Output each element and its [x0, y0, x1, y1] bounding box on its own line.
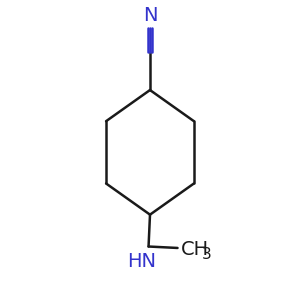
Text: 3: 3: [202, 247, 211, 262]
Text: N: N: [143, 6, 157, 26]
Text: HN: HN: [127, 252, 156, 271]
Text: CH: CH: [181, 240, 209, 259]
